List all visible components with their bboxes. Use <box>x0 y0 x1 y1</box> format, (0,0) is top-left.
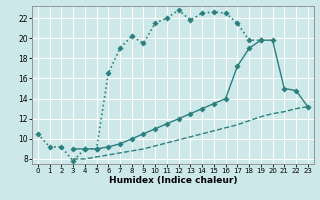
X-axis label: Humidex (Indice chaleur): Humidex (Indice chaleur) <box>108 176 237 185</box>
